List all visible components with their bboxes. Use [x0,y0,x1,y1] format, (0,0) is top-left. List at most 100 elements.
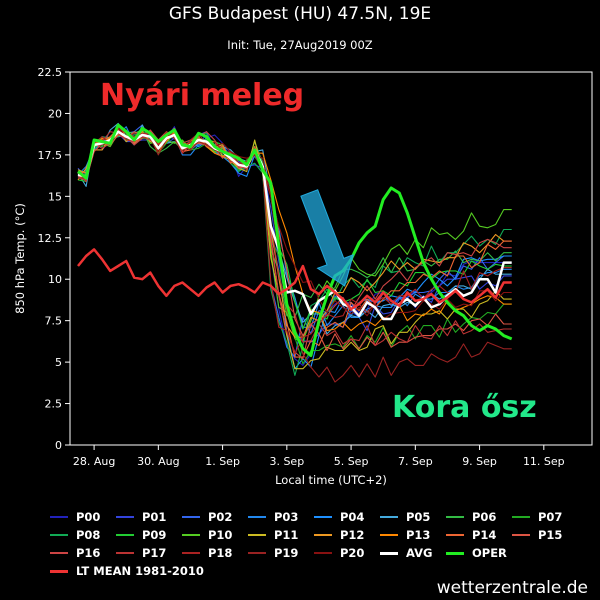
legend-item: P02 [182,510,248,524]
legend-label: P02 [208,510,233,524]
legend-item: P16 [50,546,116,560]
legend-swatch [182,516,200,518]
legend-swatch [248,534,266,536]
series-line-p12 [77,127,512,338]
legend-label: P18 [208,546,233,560]
legend-swatch [512,516,530,518]
legend-item: P07 [512,510,578,524]
legend-item: P09 [116,528,182,542]
chart-title: GFS Budapest (HU) 47.5N, 19E [168,4,432,24]
legend-label: P19 [274,546,299,560]
legend-label: P09 [142,528,167,542]
y-tick-label: 22.5 [38,66,63,79]
legend-item: P04 [314,510,380,524]
legend-item: P15 [512,528,578,542]
legend-item: P14 [446,528,512,542]
legend-item: OPER [446,546,512,560]
legend-label: P17 [142,546,167,560]
x-tick-label: 30. Aug [137,455,179,468]
legend-swatch [512,534,530,536]
legend-item: P10 [182,528,248,542]
series-line-p10 [77,129,512,342]
chart-legend: P00 P01 P02 P03 P04 P05 P06 P07 P08 P09 P10 P11 P12 P… [50,508,590,580]
legend-swatch [248,552,266,554]
legend-label: AVG [406,546,433,560]
legend-label: P05 [406,510,431,524]
legend-item: LT MEAN 1981-2010 [50,564,270,578]
legend-item: P05 [380,510,446,524]
y-tick-label: 7.5 [45,315,63,328]
series-line-oper [77,123,513,357]
legend-item: P00 [50,510,116,524]
series-line-lt-mean-1981-2010 [77,248,512,311]
legend-item: P03 [248,510,314,524]
legend-swatch [314,516,332,518]
legend-label: P12 [340,528,365,542]
legend-swatch [446,516,464,518]
x-axis-label: Local time (UTC+2) [275,473,387,487]
legend-item: P06 [446,510,512,524]
legend-item: P18 [182,546,248,560]
legend-label: OPER [472,546,507,560]
legend-row: LT MEAN 1981-2010 [50,562,590,580]
legend-swatch [116,516,134,518]
legend-label: P16 [76,546,101,560]
legend-item: P13 [380,528,446,542]
legend-swatch [446,534,464,536]
legend-label: P10 [208,528,233,542]
annotation-cool: Kora ősz [392,390,537,425]
legend-label: LT MEAN 1981-2010 [76,564,204,578]
y-tick-label: 5 [55,356,62,369]
legend-label: P13 [406,528,431,542]
legend-label: P20 [340,546,365,560]
legend-swatch [50,552,68,554]
x-tick-label: 28. Aug [73,455,115,468]
legend-swatch [314,552,332,554]
legend-item: P20 [314,546,380,560]
legend-item: P11 [248,528,314,542]
legend-swatch [50,534,68,536]
series-line-avg [77,130,512,321]
legend-swatch [182,534,200,536]
legend-label: P08 [76,528,101,542]
legend-label: P11 [274,528,299,542]
series-line-p17 [77,131,512,347]
legend-item: P01 [116,510,182,524]
legend-swatch [446,551,464,555]
x-tick-label: 9. Sep [462,455,497,468]
y-tick-label: 15 [48,190,62,203]
legend-label: P04 [340,510,365,524]
legend-swatch [380,551,398,555]
credit-text: wetterzentrale.de [436,578,588,598]
legend-swatch [314,534,332,536]
x-tick-label: 3. Sep [269,455,304,468]
legend-label: P07 [538,510,563,524]
legend-label: P06 [472,510,497,524]
x-tick-label: 7. Sep [398,455,433,468]
legend-item: P17 [116,546,182,560]
y-tick-label: 10 [48,273,62,286]
legend-swatch [50,569,68,573]
legend-item: P08 [50,528,116,542]
legend-label: P14 [472,528,497,542]
x-tick-label: 5. Sep [334,455,369,468]
legend-swatch [182,552,200,554]
y-tick-label: 20 [48,107,62,120]
y-tick-label: 12.5 [38,232,63,245]
legend-row: P16 P17 P18 P19 P20 AVG OPER [50,544,590,562]
legend-row: P00 P01 P02 P03 P04 P05 P06 P07 [50,508,590,526]
legend-item: P19 [248,546,314,560]
x-tick-label: 11. Sep [523,455,565,468]
y-tick-label: 2.5 [45,398,63,411]
legend-swatch [248,516,266,518]
legend-item: P12 [314,528,380,542]
legend-label: P15 [538,528,563,542]
legend-swatch [380,534,398,536]
legend-label: P00 [76,510,101,524]
annotation-warm: Nyári meleg [100,78,305,113]
legend-row: P08 P09 P10 P11 P12 P13 P14 P15 [50,526,590,544]
chart-subtitle: Init: Tue, 27Aug2019 00Z [227,38,373,52]
cooldown-arrow-icon [300,189,354,287]
legend-label: P01 [142,510,167,524]
